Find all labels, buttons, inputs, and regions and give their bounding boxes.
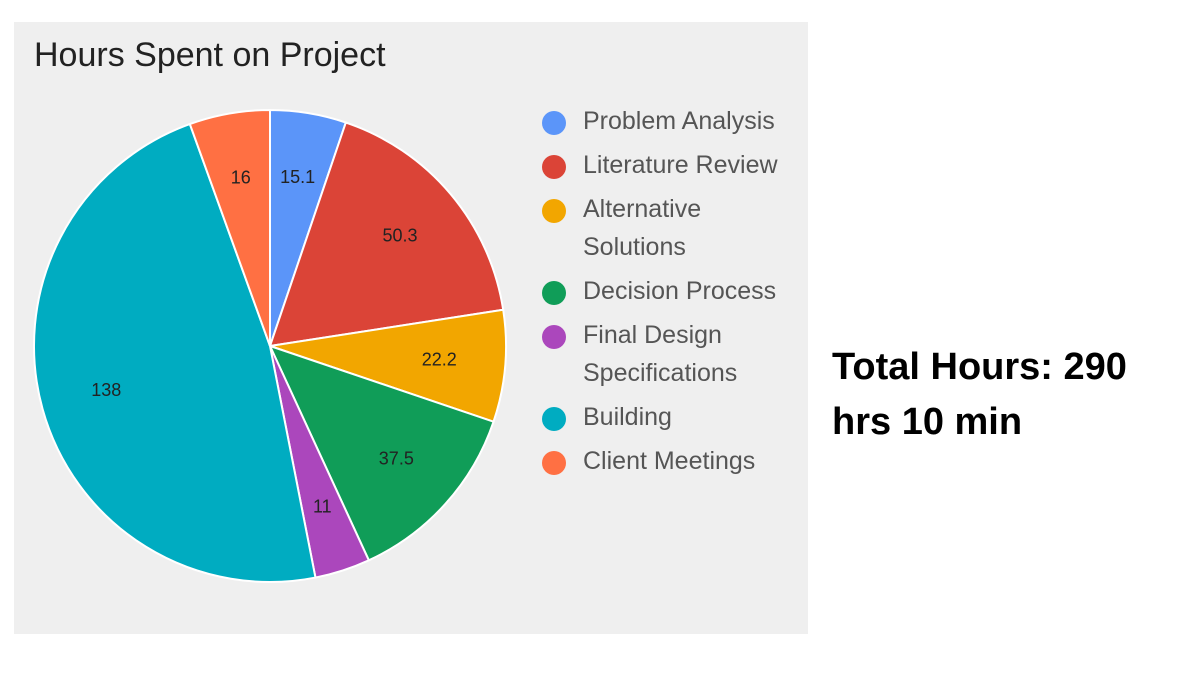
pie-slice-client-meetings <box>188 108 271 347</box>
chart-title: Hours Spent on Project <box>34 36 386 74</box>
legend-item-final-design-specifications: Final Design Specifications <box>542 321 808 392</box>
legend-label: Literature Review <box>583 151 778 179</box>
chart-legend: Problem Analysis Literature Review Alterna… <box>542 107 808 492</box>
legend-item-decision-process: Decision Process <box>542 277 808 310</box>
total-hours-text: Total Hours: 290 hrs 10 min <box>832 346 1127 443</box>
pie-slice-alternative-solutions <box>269 308 507 423</box>
pie-slice-literature-review <box>268 121 505 348</box>
legend-swatch <box>542 199 566 223</box>
legend-label: Final Design Specifications <box>583 321 738 387</box>
legend-item-building: Building <box>542 403 808 436</box>
legend-label: Alternative Solutions <box>583 195 702 261</box>
pie-chart: 15.1 50.3 22.2 37.5 11 138 16 <box>32 108 507 583</box>
legend-item-literature-review: Literature Review <box>542 151 808 184</box>
slice-value-label-alternative-solutions: 22.2 <box>422 349 457 369</box>
pie-slice-decision-process <box>268 344 495 562</box>
slice-value-label-final-design-specifications: 11 <box>313 496 332 516</box>
slice-value-label-building: 138 <box>91 380 121 400</box>
legend-label: Problem Analysis <box>583 107 775 135</box>
legend-item-alternative-solutions: Alternative Solutions <box>542 195 808 266</box>
slice-value-label-decision-process: 37.5 <box>379 448 414 468</box>
chart-panel: Hours Spent on Project 15.1 50.3 22.2 37.5 1… <box>14 22 808 634</box>
slice-value-label-client-meetings: 16 <box>231 167 251 187</box>
legend-item-client-meetings: Client Meetings <box>542 447 808 480</box>
legend-swatch <box>542 407 566 431</box>
legend-swatch <box>542 155 566 179</box>
legend-swatch <box>542 111 566 135</box>
legend-swatch <box>542 325 566 349</box>
legend-swatch <box>542 281 566 305</box>
pie-slice-building <box>32 122 317 583</box>
legend-item-problem-analysis: Problem Analysis <box>542 107 808 140</box>
legend-label: Building <box>583 403 672 431</box>
legend-label: Decision Process <box>583 277 777 305</box>
legend-swatch <box>542 451 566 475</box>
legend-label: Client Meetings <box>583 447 756 475</box>
slice-value-label-literature-review: 50.3 <box>383 225 418 245</box>
slice-value-label-problem-analysis: 15.1 <box>280 167 315 187</box>
